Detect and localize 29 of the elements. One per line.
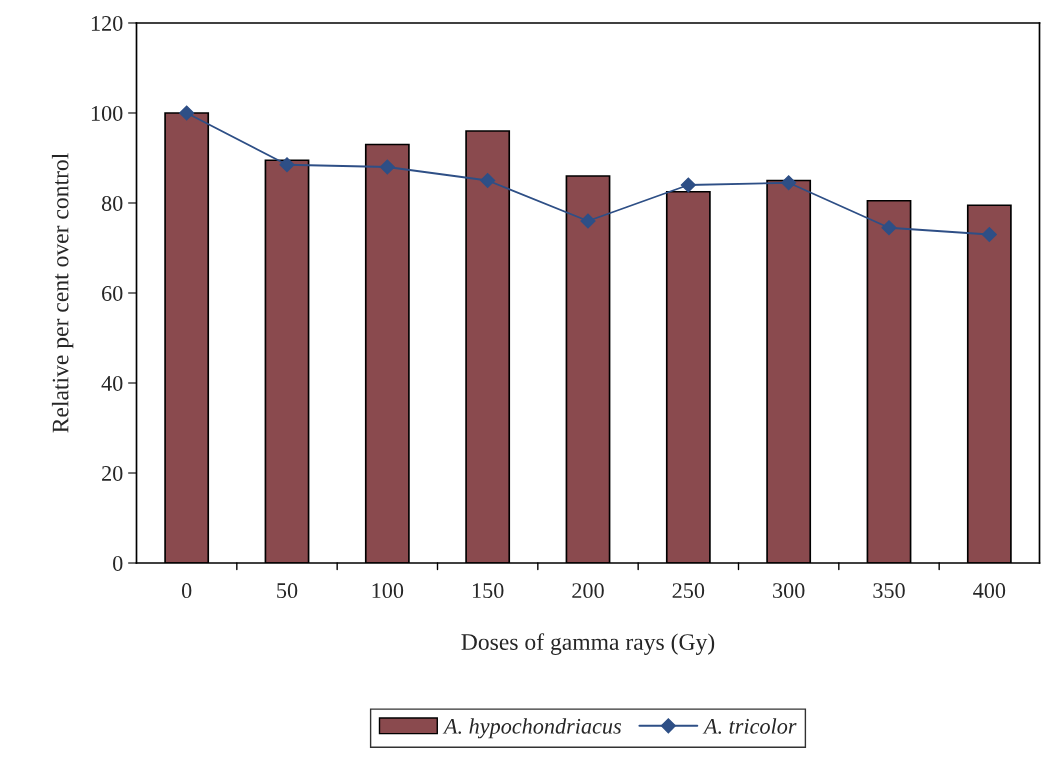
point (580, 213, 596, 229)
x-tick-label: 0 (181, 583, 192, 599)
legend-label: A. tricolor (702, 718, 797, 734)
x-tick-label: 200 (572, 583, 604, 599)
point (781, 175, 797, 191)
y-tick-label: 60 (102, 285, 123, 301)
x-tick-label: 150 (472, 583, 504, 599)
y-tick-label: 120 (91, 15, 123, 31)
x-tick-label: 300 (773, 583, 805, 599)
y-tick-label: 20 (102, 465, 123, 481)
x-tick-label: 250 (672, 583, 705, 599)
y-tick-label: 40 (101, 375, 123, 391)
point (480, 172, 496, 189)
x-axis-title: Doses of gamma rays (Gy) (461, 633, 715, 655)
x-tick-label: 400 (973, 583, 1006, 599)
x-tick-label: 50 (277, 583, 298, 599)
point (279, 157, 295, 173)
point (379, 159, 395, 175)
y-tick-label: 0 (113, 555, 123, 571)
point (179, 105, 195, 121)
y-axis-title: Relative per cent over control (51, 153, 74, 433)
point (680, 177, 696, 193)
point (981, 226, 997, 243)
legend-label: A. hypochondriacus (442, 718, 622, 739)
point (881, 220, 897, 236)
x-tick-label: 350 (873, 583, 905, 599)
x-tick-label: 100 (372, 583, 404, 599)
y-tick-label: 100 (91, 105, 123, 121)
y-tick-label: 80 (101, 195, 123, 211)
